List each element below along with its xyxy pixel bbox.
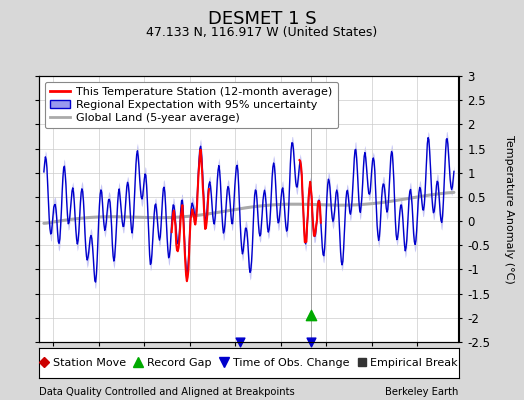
Y-axis label: Temperature Anomaly (°C): Temperature Anomaly (°C) (505, 135, 515, 283)
Point (307, 339, 315, 345)
Text: Berkeley Earth: Berkeley Earth (385, 387, 458, 397)
Point (307, 312, 315, 318)
Text: DESMET 1 S: DESMET 1 S (208, 10, 316, 28)
Text: 47.133 N, 116.917 W (United States): 47.133 N, 116.917 W (United States) (146, 26, 378, 39)
Point (236, 339, 244, 345)
Legend: Station Move, Record Gap, Time of Obs. Change, Empirical Break: Station Move, Record Gap, Time of Obs. C… (35, 354, 463, 372)
Legend: This Temperature Station (12-month average), Regional Expectation with 95% uncer: This Temperature Station (12-month avera… (45, 82, 338, 128)
Text: Data Quality Controlled and Aligned at Breakpoints: Data Quality Controlled and Aligned at B… (39, 387, 295, 397)
